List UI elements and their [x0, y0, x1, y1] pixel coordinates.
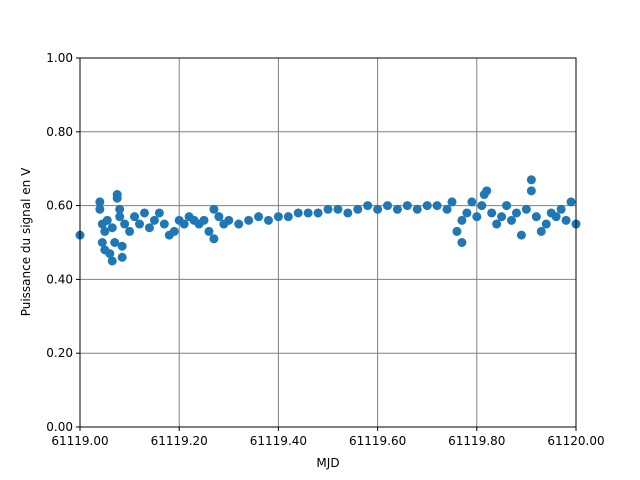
- point: [432, 201, 442, 211]
- point: [120, 219, 130, 229]
- point: [95, 204, 105, 214]
- point: [144, 223, 154, 233]
- point: [536, 226, 546, 236]
- point: [383, 201, 393, 211]
- point: [95, 197, 105, 207]
- point: [303, 208, 313, 218]
- point: [566, 197, 576, 207]
- point: [130, 212, 140, 222]
- y-tick-label: 0.20: [46, 346, 73, 360]
- point: [561, 215, 571, 225]
- point: [526, 175, 536, 185]
- point: [521, 204, 531, 214]
- point: [209, 204, 219, 214]
- point: [159, 219, 169, 229]
- y-tick-label: 0.60: [46, 199, 73, 213]
- point: [135, 219, 145, 229]
- y-tick-label: 0.40: [46, 272, 73, 286]
- point: [254, 212, 264, 222]
- point: [502, 201, 512, 211]
- point: [179, 219, 189, 229]
- plot-frame: [79, 57, 577, 428]
- point: [169, 226, 179, 236]
- point: [477, 201, 487, 211]
- point: [412, 204, 422, 214]
- point: [209, 234, 219, 244]
- point: [115, 212, 125, 222]
- point: [353, 204, 363, 214]
- point: [214, 212, 224, 222]
- point: [293, 208, 303, 218]
- point: [112, 193, 122, 203]
- x-tick-label: 61120.00: [547, 434, 604, 448]
- point: [343, 208, 353, 218]
- point: [117, 241, 127, 251]
- y-tick-label: 1.00: [46, 51, 73, 65]
- y-axis-label: Puissance du signal en V: [19, 167, 33, 316]
- point: [102, 215, 112, 225]
- x-tick-label: 61119.80: [448, 434, 505, 448]
- point: [392, 204, 402, 214]
- point: [110, 238, 120, 247]
- point: [125, 226, 135, 236]
- point: [551, 212, 561, 222]
- point: [333, 204, 343, 214]
- point: [442, 204, 452, 214]
- point: [531, 212, 541, 222]
- point: [541, 219, 551, 229]
- point: [402, 201, 412, 211]
- x-tick-label: 61119.60: [349, 434, 406, 448]
- point: [234, 219, 244, 229]
- point: [323, 204, 333, 214]
- point: [149, 215, 159, 225]
- point: [452, 226, 462, 236]
- point: [204, 226, 214, 236]
- point: [526, 186, 536, 196]
- point: [224, 215, 234, 225]
- point: [556, 204, 566, 214]
- point: [199, 215, 209, 225]
- point: [373, 204, 383, 214]
- point: [244, 215, 254, 225]
- point: [497, 212, 507, 222]
- point: [107, 223, 117, 233]
- point: [492, 219, 502, 229]
- point: [447, 197, 457, 207]
- point: [363, 201, 373, 211]
- point: [139, 208, 149, 218]
- point: [482, 186, 492, 196]
- x-tick-label: 61119.40: [250, 434, 307, 448]
- point: [154, 208, 164, 218]
- point: [511, 208, 521, 218]
- point: [507, 215, 517, 225]
- point: [273, 212, 283, 222]
- point: [97, 238, 107, 247]
- point: [313, 208, 323, 218]
- point: [472, 212, 482, 222]
- point: [100, 226, 110, 236]
- y-tick-label: 0.00: [46, 420, 73, 434]
- point: [283, 212, 293, 222]
- point: [457, 238, 467, 247]
- point: [516, 230, 526, 240]
- point: [457, 215, 467, 225]
- x-tick-label: 61119.00: [51, 434, 108, 448]
- point: [117, 252, 127, 262]
- x-axis-label: MJD: [316, 456, 339, 470]
- point: [105, 249, 115, 259]
- point: [462, 208, 472, 218]
- point: [467, 197, 477, 207]
- point: [487, 208, 497, 218]
- point: [107, 256, 117, 266]
- x-tick-label: 61119.20: [151, 434, 208, 448]
- point: [263, 215, 273, 225]
- point: [422, 201, 432, 211]
- point: [115, 204, 125, 214]
- y-tick-label: 0.80: [46, 125, 73, 139]
